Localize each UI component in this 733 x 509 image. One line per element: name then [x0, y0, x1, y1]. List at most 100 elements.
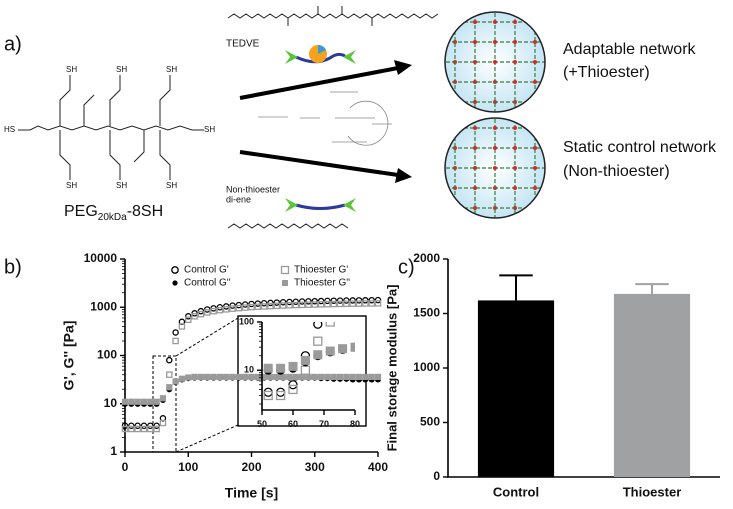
data-point: [286, 302, 293, 309]
data-point: [330, 297, 337, 304]
data-point: [166, 384, 173, 391]
panel-label: a): [4, 33, 22, 55]
y-tick-label: 0: [433, 469, 440, 483]
data-point: [311, 301, 318, 308]
network: [445, 12, 545, 112]
data-point: [292, 373, 299, 381]
data-point: [313, 350, 323, 360]
data-point: [280, 373, 287, 381]
node: [493, 166, 497, 170]
data-point: [184, 313, 192, 320]
data-point: [355, 297, 363, 304]
node: [533, 20, 537, 24]
legend-label: Thioester G': [294, 265, 348, 276]
data-point: [305, 373, 312, 381]
data-point: [210, 373, 217, 381]
node: [473, 80, 477, 84]
node: [453, 20, 457, 24]
node: [473, 186, 477, 190]
data-point: [223, 373, 230, 381]
data-point: [288, 361, 298, 371]
data-point: [330, 300, 337, 308]
data-point: [325, 346, 335, 356]
node: [533, 100, 537, 104]
data-point: [368, 373, 375, 381]
x-tick-label: 400: [368, 460, 388, 474]
node: [453, 100, 457, 104]
node: [473, 166, 477, 170]
node: [493, 146, 497, 150]
crosslinker-icon: [285, 45, 356, 64]
molecule-tedve: [227, 6, 439, 26]
thiol-label: SH: [166, 181, 177, 190]
node: [513, 40, 517, 44]
polymer-structure: [18, 75, 204, 180]
data-point: [128, 398, 135, 405]
data-point: [317, 301, 325, 308]
data-point: [336, 297, 344, 304]
x-tick-label: 60: [288, 419, 298, 429]
node: [473, 126, 477, 130]
data-point: [172, 337, 179, 345]
network-label: (Non-thioester): [563, 163, 670, 180]
data-point: [286, 298, 293, 306]
thiol-label: SH: [116, 65, 127, 74]
bar: [613, 293, 691, 477]
node: [533, 40, 537, 44]
data-point: [197, 310, 205, 318]
data-point: [140, 398, 148, 405]
data-point: [216, 306, 224, 314]
data-point: [204, 373, 211, 381]
data-point: [166, 371, 173, 378]
data-point: [313, 336, 323, 346]
thiol-label: SH: [66, 65, 77, 74]
data-point: [286, 373, 293, 381]
data-point: [121, 425, 129, 433]
data-point: [134, 398, 141, 405]
data-point: [147, 398, 154, 405]
molecule-diene: [227, 223, 349, 229]
data-point: [292, 298, 300, 306]
data-point: [324, 297, 331, 305]
data-point: [298, 298, 306, 305]
data-point: [324, 300, 331, 308]
data-point: [305, 298, 312, 305]
node: [513, 166, 517, 170]
data-point: [343, 300, 350, 308]
data-point: [197, 373, 205, 381]
data-point: [153, 398, 160, 405]
thiol-label: SH: [66, 181, 77, 190]
thiol-label: HS: [4, 125, 15, 134]
data-point: [343, 297, 350, 304]
network-label: Static control network: [563, 139, 717, 156]
data-point: [325, 322, 335, 327]
data-point: [349, 297, 356, 304]
polymer-name: PEG: [64, 203, 98, 220]
y-tick-label: 1000: [413, 360, 440, 374]
network-border: [444, 11, 546, 113]
data-point: [248, 303, 255, 311]
data-point: [191, 373, 198, 381]
panel-label: b): [4, 256, 22, 278]
legend-label: Thioester G'': [294, 278, 350, 289]
data-point: [254, 373, 261, 381]
data-point: [172, 329, 179, 336]
data-point: [317, 373, 325, 381]
y-tick-label: 100: [239, 316, 254, 326]
y-tick-label: 1500: [413, 306, 440, 320]
data-point: [336, 300, 344, 308]
data-point: [203, 309, 211, 316]
node: [473, 146, 477, 150]
network: [445, 118, 545, 218]
data-point: [368, 300, 375, 307]
data-point: [273, 299, 281, 306]
data-point: [159, 419, 167, 427]
data-point: [355, 373, 363, 381]
x-tick-label: 70: [319, 419, 329, 429]
node: [513, 20, 517, 24]
data-point: [147, 425, 154, 433]
control-icon: [285, 198, 356, 212]
data-point: [349, 300, 356, 307]
control-label: di-ene: [226, 194, 251, 204]
